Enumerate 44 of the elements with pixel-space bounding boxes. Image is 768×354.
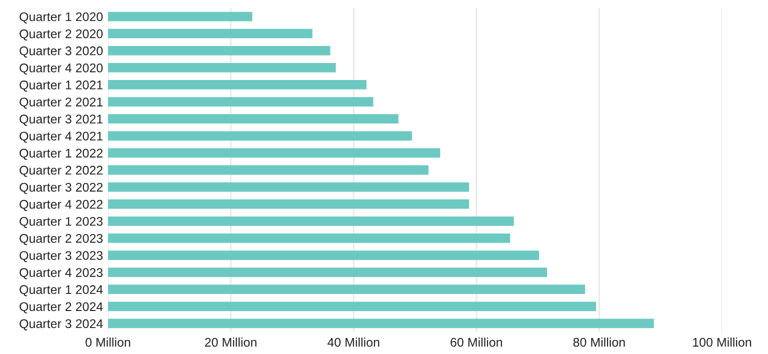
bar bbox=[108, 250, 540, 260]
bar bbox=[108, 216, 514, 226]
bar bbox=[108, 62, 336, 72]
y-tick-label: Quarter 3 2021 bbox=[20, 114, 103, 126]
bar bbox=[108, 131, 412, 141]
y-tick-label: Quarter 3 2022 bbox=[20, 182, 103, 194]
y-tick-label: Quarter 1 2023 bbox=[20, 216, 103, 228]
x-tick-label: 20 Million bbox=[205, 338, 256, 347]
y-tick-label: Quarter 3 2020 bbox=[20, 46, 103, 58]
bar bbox=[108, 182, 470, 192]
y-tick-label: Quarter 1 2021 bbox=[20, 80, 103, 92]
x-tick-label: 100 Million bbox=[693, 338, 752, 347]
y-tick-label: Quarter 2 2021 bbox=[20, 98, 103, 109]
x-tick-label: 80 Million bbox=[573, 338, 625, 347]
bar bbox=[108, 46, 330, 56]
y-tick-label: Quarter 4 2022 bbox=[20, 200, 103, 211]
bar bbox=[108, 165, 429, 175]
y-tick-label: Quarter 4 2023 bbox=[20, 268, 103, 280]
bar bbox=[108, 148, 440, 158]
y-tick-label: Quarter 4 2020 bbox=[20, 63, 103, 75]
y-tick-label: Quarter 1 2020 bbox=[20, 12, 103, 24]
y-tick-label: Quarter 2 2023 bbox=[20, 234, 103, 246]
y-tick-label: Quarter 4 2021 bbox=[20, 132, 103, 143]
bar bbox=[108, 114, 398, 124]
bar bbox=[108, 318, 654, 328]
y-tick-label: Quarter 2 2022 bbox=[20, 166, 103, 177]
bar bbox=[108, 199, 470, 209]
y-tick-label: Quarter 2 2024 bbox=[20, 302, 103, 314]
bar bbox=[108, 302, 596, 312]
x-tick-label: 40 Million bbox=[327, 338, 380, 347]
bar bbox=[108, 28, 312, 38]
y-tick-label: Quarter 3 2024 bbox=[20, 319, 103, 330]
bar bbox=[108, 234, 510, 243]
x-tick-label: 0 Million bbox=[86, 338, 130, 347]
bar bbox=[108, 80, 366, 90]
bar bbox=[108, 284, 586, 294]
bar bbox=[108, 97, 374, 106]
x-tick-label: 60 Million bbox=[450, 338, 502, 347]
y-tick-label: Quarter 1 2022 bbox=[20, 148, 103, 160]
y-tick-label: Quarter 2 2020 bbox=[20, 29, 103, 40]
y-tick-label: Quarter 1 2024 bbox=[20, 285, 103, 296]
bar bbox=[108, 12, 252, 22]
bar bbox=[108, 268, 548, 278]
y-tick-label: Quarter 3 2023 bbox=[20, 251, 103, 262]
